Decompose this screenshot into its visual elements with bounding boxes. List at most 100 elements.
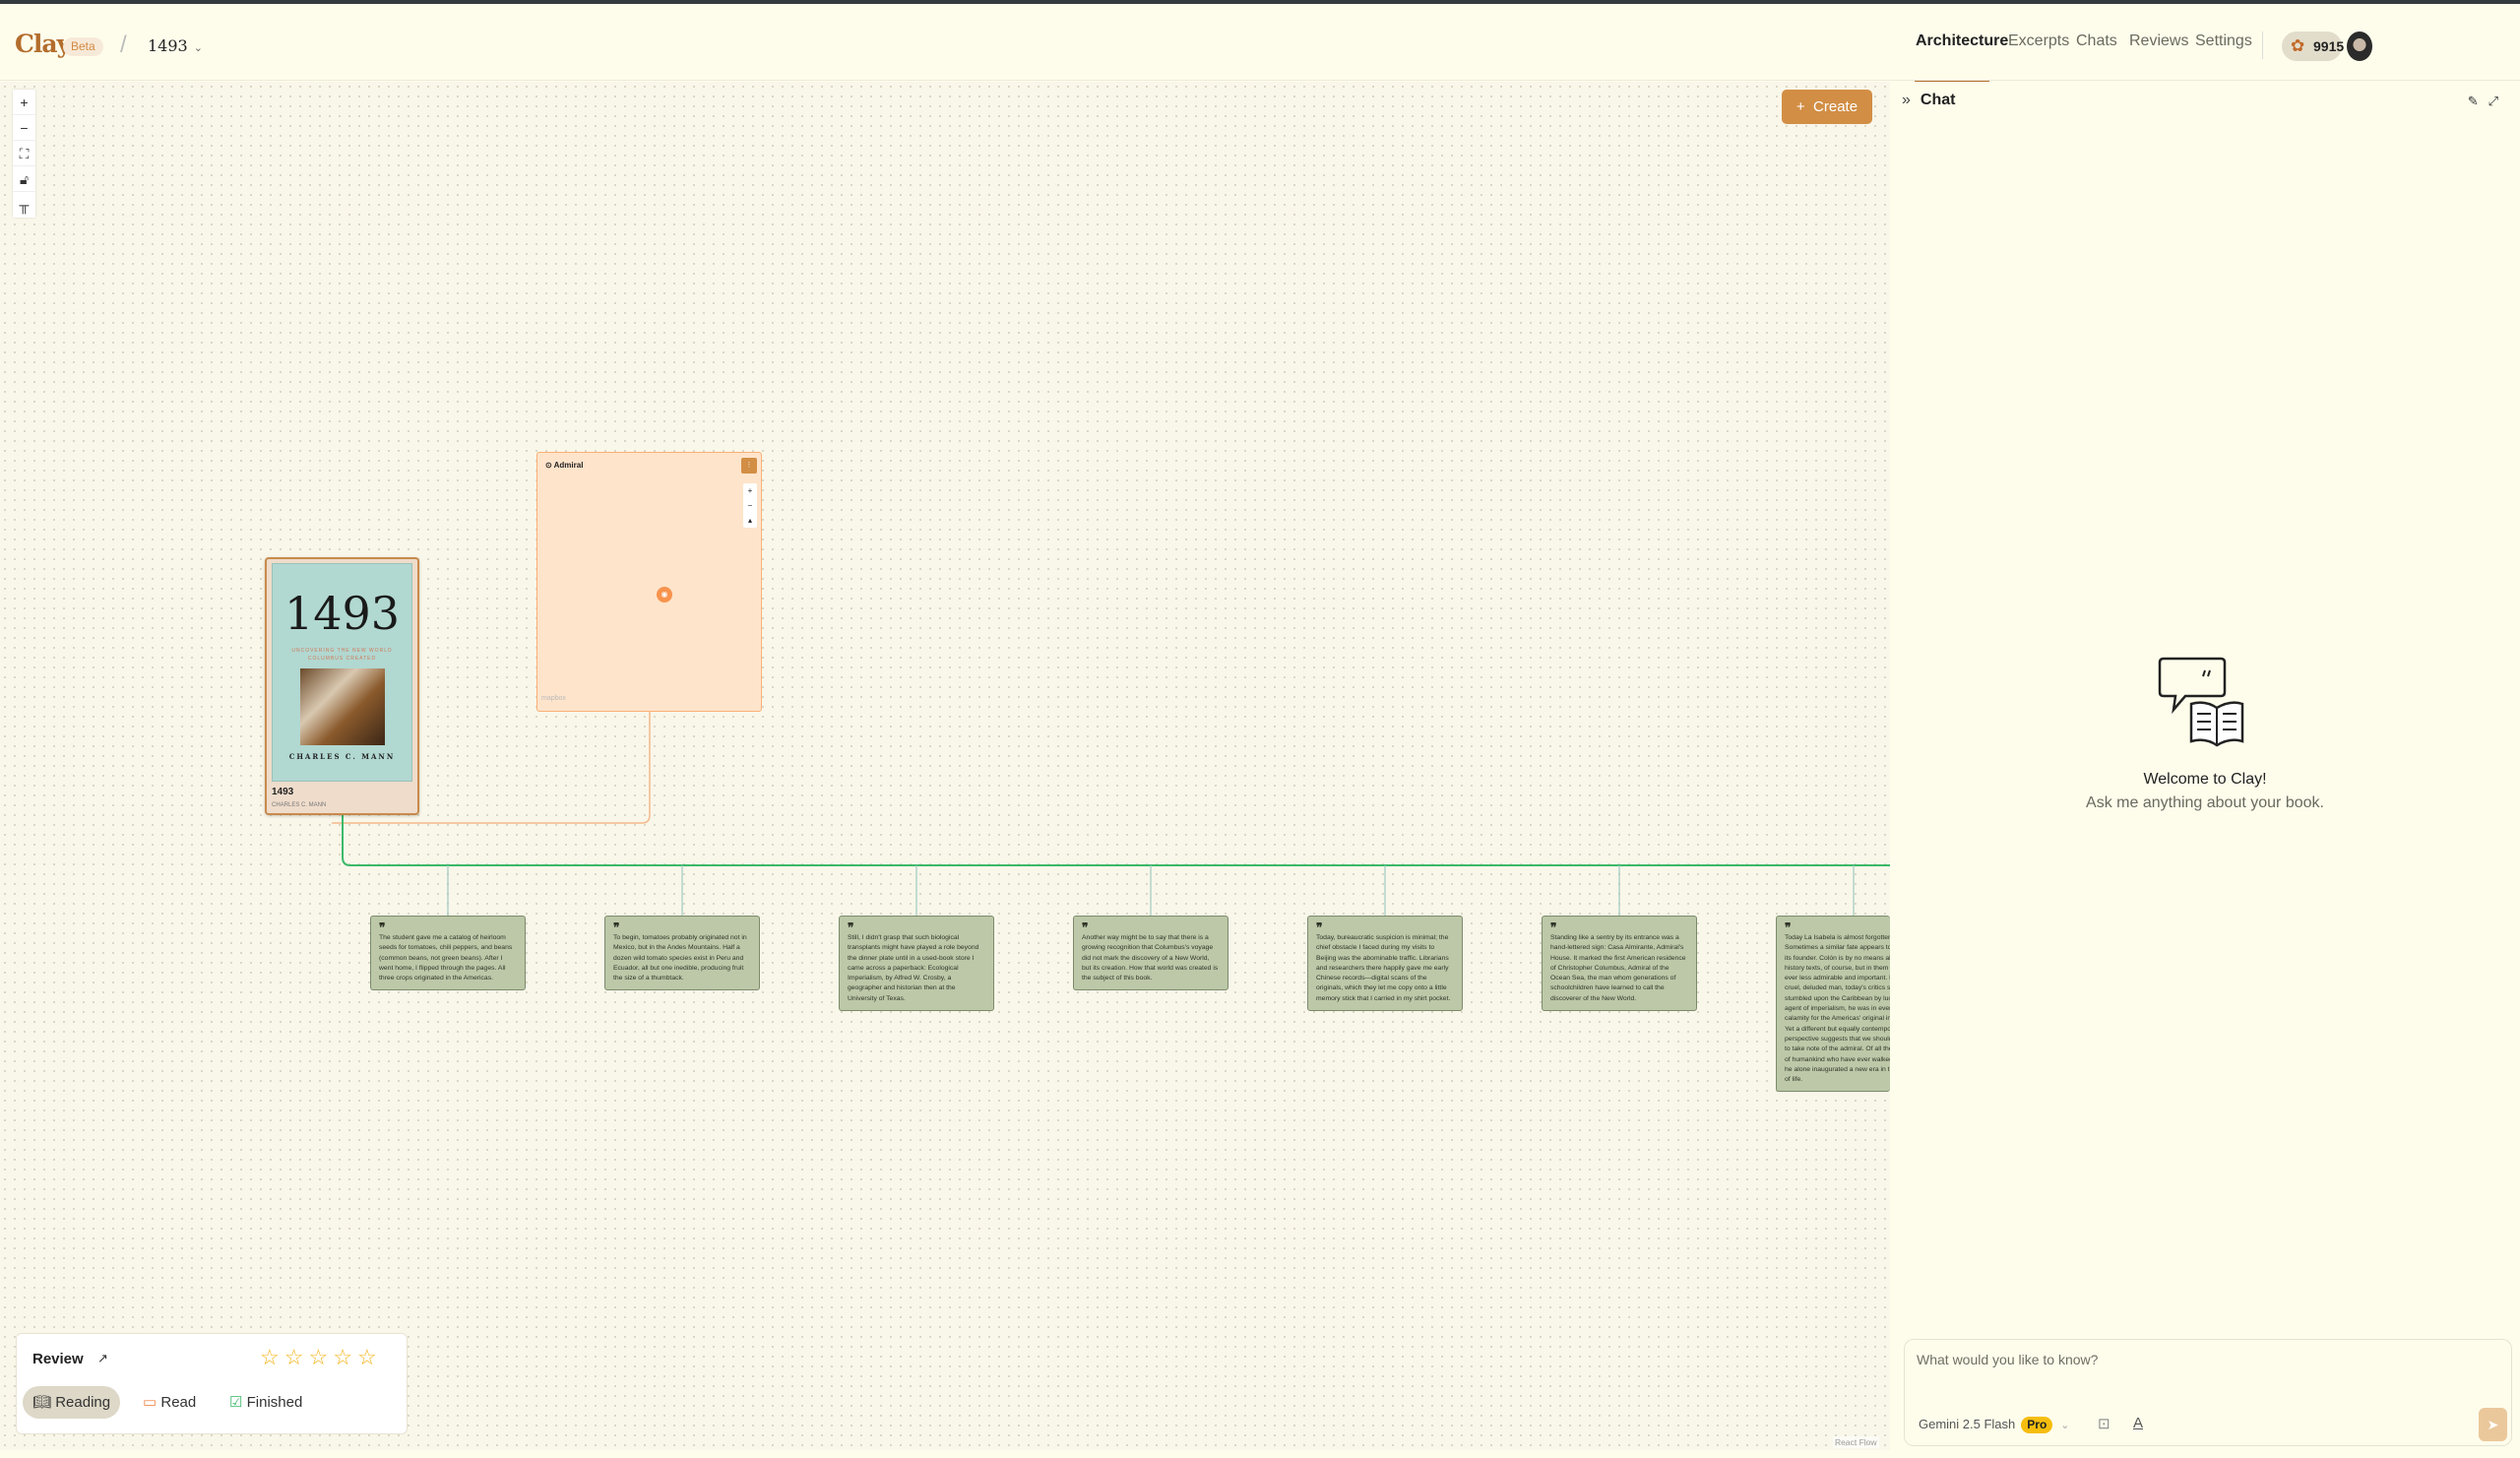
quote-icon: ❞ bbox=[1316, 920, 1323, 934]
create-label: Create bbox=[1813, 98, 1858, 115]
chat-input[interactable] bbox=[1917, 1352, 2468, 1391]
create-button[interactable]: + Create bbox=[1782, 90, 1872, 124]
excerpt-text: Standing like a sentry by its entrance w… bbox=[1550, 934, 1686, 1002]
breadcrumb-separator: / bbox=[120, 32, 127, 58]
external-link-icon[interactable]: ↗ bbox=[97, 1351, 108, 1365]
status-label: Finished bbox=[246, 1394, 303, 1411]
send-button[interactable]: ➤ bbox=[2479, 1408, 2507, 1441]
chat-title: Chat bbox=[1920, 92, 1956, 108]
credits-badge[interactable]: ✿ 9915 bbox=[2282, 32, 2345, 61]
map-options-button[interactable]: ⋮ bbox=[741, 458, 757, 474]
text-style-icon[interactable]: A bbox=[2133, 1415, 2144, 1431]
book-selector-label: 1493 bbox=[148, 36, 188, 55]
screenshot-icon[interactable]: ⊡ bbox=[2098, 1416, 2110, 1432]
app-header: Clay Beta / 1493 ⌄ Architecture Excerpts … bbox=[0, 4, 2520, 84]
map-zoom-out-button[interactable]: − bbox=[747, 501, 753, 510]
status-reading[interactable]: 📖︎ Reading bbox=[23, 1386, 121, 1419]
edge-book-to-excerpts bbox=[342, 815, 1890, 866]
flow-canvas[interactable]: + − ⛶ 🔓︎ ╥ + Create 1493 UNCOVERING THE … bbox=[0, 82, 1890, 1450]
status-read[interactable]: ▭ Read bbox=[133, 1386, 206, 1419]
map-title: ⊙ Admiral bbox=[545, 461, 583, 470]
star-icon[interactable]: ☆ bbox=[356, 1345, 382, 1369]
map-title-label: Admiral bbox=[553, 461, 584, 470]
quote-icon: ❞ bbox=[379, 920, 386, 934]
star-rating[interactable]: ☆☆☆☆☆ bbox=[260, 1345, 382, 1370]
tab-settings[interactable]: Settings bbox=[2195, 32, 2252, 49]
credits-count: 9915 bbox=[2313, 38, 2345, 54]
zoom-out-button[interactable]: − bbox=[13, 115, 35, 141]
map-zoom-in-button[interactable]: + bbox=[747, 486, 753, 495]
excerpt-card[interactable]: ❞ Still, I didn't grasp that such biologi… bbox=[839, 916, 994, 1012]
user-avatar[interactable] bbox=[2347, 32, 2372, 61]
excerpt-text: Still, I didn't grasp that such biologic… bbox=[848, 934, 979, 1002]
chat-input-box: Gemini 2.5 Flash Pro ⌄ ⊡ A ➤ bbox=[1904, 1339, 2512, 1446]
book-cover: 1493 UNCOVERING THE NEW WORLD COLUMBUS C… bbox=[272, 563, 412, 782]
quote-icon: ❞ bbox=[1785, 920, 1792, 934]
excerpt-text: Today, bureaucratic suspicion is minimal… bbox=[1316, 934, 1451, 1002]
tab-architecture[interactable]: Architecture bbox=[1916, 32, 2009, 49]
flower-icon: ✿ bbox=[2291, 36, 2305, 55]
model-name: Gemini 2.5 Flash bbox=[1919, 1417, 2016, 1431]
clay-logo[interactable]: Clay bbox=[15, 30, 71, 58]
location-pin-icon: ⊙ bbox=[545, 461, 552, 470]
chevron-down-icon: ⌄ bbox=[193, 41, 203, 54]
expand-icon[interactable]: ⤢ bbox=[2488, 94, 2508, 108]
excerpt-card[interactable]: ❞Today La Isabela is almost forgotten. S… bbox=[1776, 916, 1890, 1093]
excerpt-text: Today La Isabela is almost forgotten. So… bbox=[1785, 934, 1890, 1084]
send-icon: ➤ bbox=[2487, 1417, 2499, 1432]
compass-button[interactable]: ▴ bbox=[747, 516, 752, 525]
status-finished[interactable]: ☑ Finished bbox=[220, 1386, 312, 1419]
quote-icon: ❞ bbox=[1550, 920, 1557, 934]
map-marker-icon[interactable]: ◉ bbox=[657, 587, 672, 602]
review-title: Review bbox=[32, 1351, 84, 1367]
book-selector[interactable]: 1493 ⌄ bbox=[148, 36, 203, 55]
star-icon[interactable]: ☆ bbox=[284, 1345, 309, 1369]
book-check-icon: ☑ bbox=[229, 1394, 243, 1411]
quote-icon: ❞ bbox=[613, 920, 620, 934]
pro-badge: Pro bbox=[2021, 1417, 2053, 1433]
tab-chats[interactable]: Chats bbox=[2076, 32, 2117, 49]
welcome-heading: Welcome to Clay! bbox=[2143, 771, 2267, 788]
chat-header: » Chat bbox=[1902, 92, 1955, 109]
excerpt-text: The student gave me a catalog of heirloo… bbox=[379, 934, 513, 983]
excerpt-card[interactable]: ❞ Standing like a sentry by its entrance … bbox=[1542, 916, 1697, 1012]
review-panel: Review ↗ ☆☆☆☆☆ 📖︎ Reading ▭ Read ☑ Finis… bbox=[16, 1333, 408, 1434]
window-top-bar bbox=[0, 0, 2520, 4]
react-flow-attribution[interactable]: React Flow bbox=[1833, 1436, 1879, 1448]
status-label: Read bbox=[160, 1394, 197, 1411]
plus-icon: + bbox=[1796, 98, 1805, 115]
book-node[interactable]: 1493 UNCOVERING THE NEW WORLD COLUMBUS C… bbox=[265, 557, 419, 815]
model-selector[interactable]: Gemini 2.5 Flash Pro ⌄ bbox=[1919, 1417, 2070, 1433]
excerpt-card[interactable]: ❞ Today, bureaucratic suspicion is minima… bbox=[1307, 916, 1463, 1012]
book-icon: ▭ bbox=[143, 1394, 158, 1411]
book-author: CHARLES C. MANN bbox=[272, 802, 327, 808]
map-node[interactable]: ⊙ Admiral ⋮ + − ▴ ◉ mapbox bbox=[536, 452, 762, 712]
open-book-icon: 📖︎ bbox=[32, 1394, 52, 1411]
layout-button[interactable]: ╥ bbox=[19, 197, 30, 213]
cover-subtitle: UNCOVERING THE NEW WORLD COLUMBUS CREATE… bbox=[291, 648, 393, 662]
star-icon[interactable]: ☆ bbox=[308, 1345, 334, 1369]
cover-title: 1493 bbox=[284, 587, 401, 640]
tab-excerpts[interactable]: Excerpts bbox=[2008, 32, 2070, 49]
status-label: Reading bbox=[55, 1394, 111, 1411]
fit-view-button[interactable]: ⛶ bbox=[13, 141, 35, 166]
star-icon[interactable]: ☆ bbox=[260, 1345, 284, 1369]
quote-icon: ❞ bbox=[848, 920, 854, 934]
collapse-chevrons-icon[interactable]: » bbox=[1902, 92, 1911, 108]
excerpt-text: Another way might be to say that there i… bbox=[1082, 934, 1219, 983]
new-chat-icon[interactable]: ✎ bbox=[2467, 94, 2488, 108]
chat-book-illustration bbox=[2158, 657, 2244, 747]
excerpt-text: To begin, tomatoes probably originated n… bbox=[613, 934, 747, 983]
tab-reviews[interactable]: Reviews bbox=[2129, 32, 2189, 49]
zoom-in-button[interactable]: + bbox=[13, 90, 35, 115]
map-zoom-controls: + − ▴ bbox=[743, 483, 757, 528]
excerpt-card[interactable]: ❞ To begin, tomatoes probably originated … bbox=[604, 916, 760, 991]
excerpt-card[interactable]: ❞ Another way might be to say that there … bbox=[1073, 916, 1228, 991]
star-icon[interactable]: ☆ bbox=[333, 1345, 357, 1369]
welcome-subtitle: Ask me anything about your book. bbox=[2086, 794, 2324, 811]
chat-panel: » Chat ✎⤢ Welcome to Clay! Ask me anythin… bbox=[1890, 82, 2520, 1458]
chat-actions: ✎⤢ bbox=[2468, 94, 2508, 109]
lock-button[interactable]: 🔓︎ bbox=[13, 166, 35, 192]
excerpt-card[interactable]: ❞ The student gave me a catalog of heirlo… bbox=[370, 916, 526, 991]
flow-controls: + − ⛶ 🔓︎ ╥ bbox=[13, 90, 35, 218]
